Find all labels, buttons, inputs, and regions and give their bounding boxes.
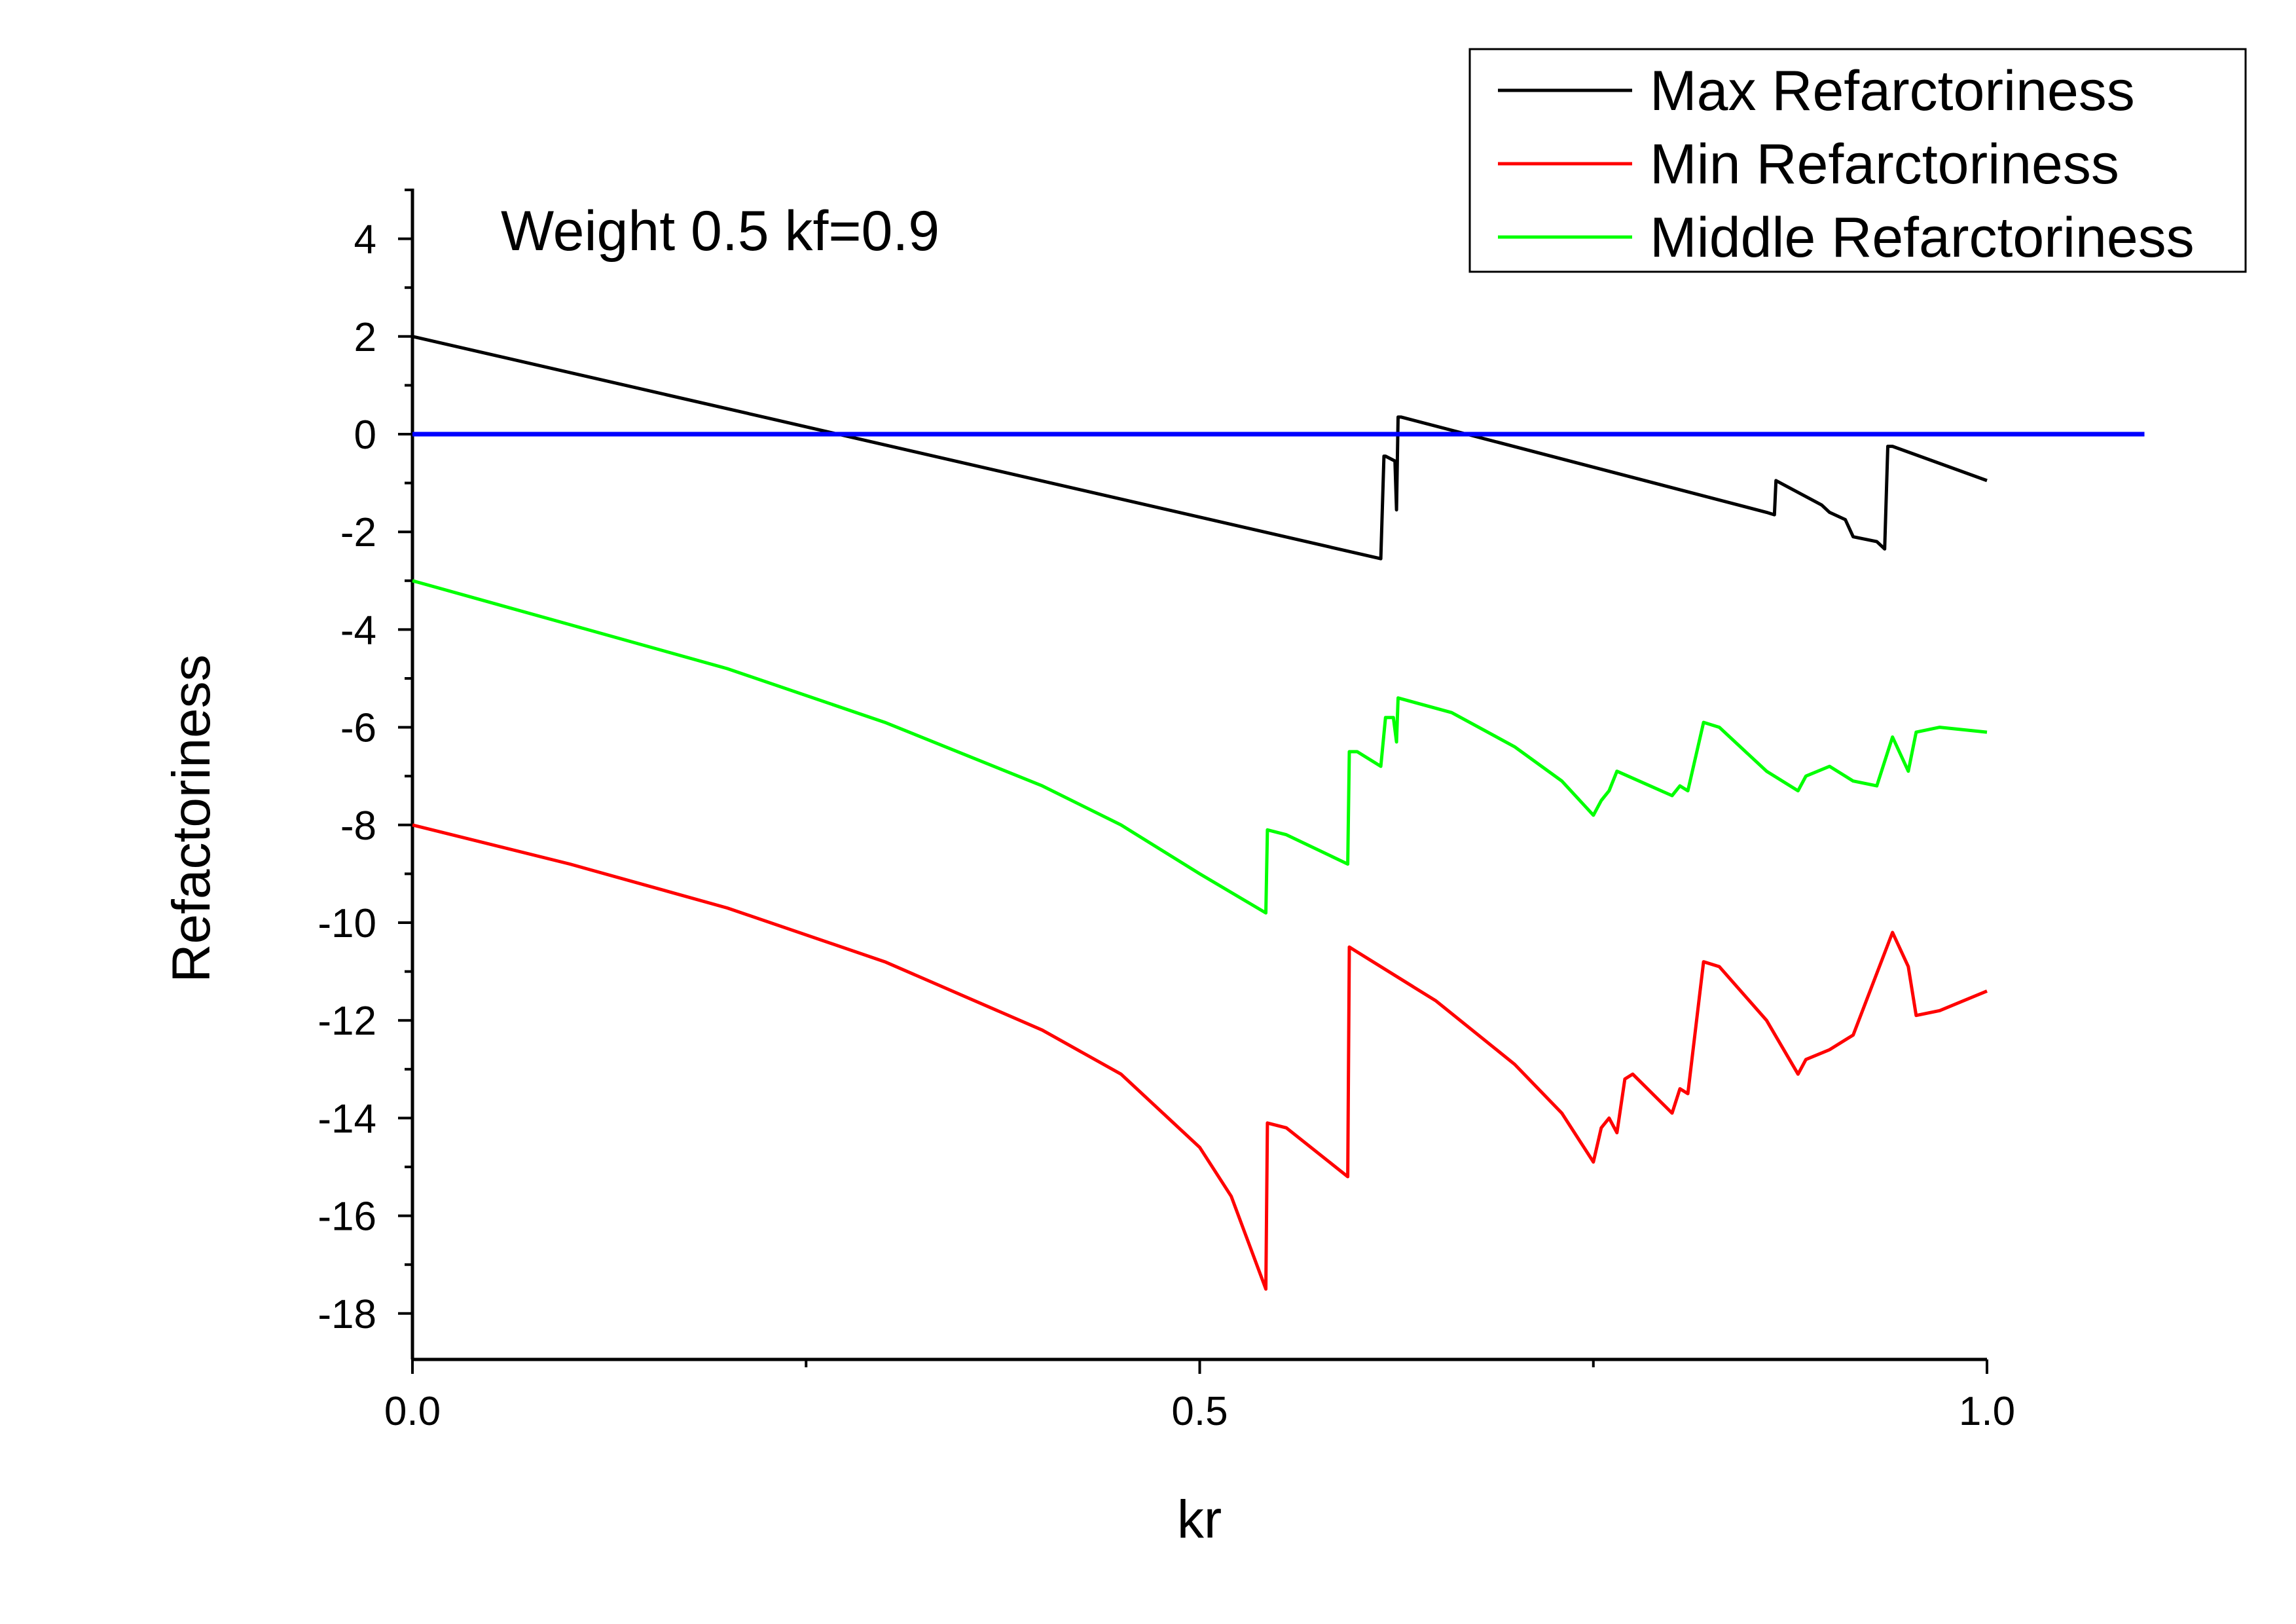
y-tick-label: -16 <box>318 1194 376 1240</box>
x-tick-label: 0.0 <box>384 1389 441 1434</box>
legend-label: Max Refarctoriness <box>1650 60 2135 122</box>
series-min-refarctoriness <box>412 823 1988 1291</box>
chart-annotation: Weight 0.5 kf=0.9 <box>501 200 939 263</box>
legend-item-min: Min Refarctoriness <box>1498 133 2119 196</box>
y-tick-label: -12 <box>318 999 376 1044</box>
x-tick-label: 0.5 <box>1171 1389 1228 1434</box>
series-middle-refarctoriness <box>412 579 1988 915</box>
x-axis-title: kr <box>1177 1490 1222 1549</box>
legend-label: Middle Refarctoriness <box>1650 206 2195 269</box>
y-tick-label: -2 <box>340 510 376 555</box>
legend-item-middle: Middle Refarctoriness <box>1498 206 2195 269</box>
legend-label: Min Refarctoriness <box>1650 133 2119 196</box>
y-tick-label: 4 <box>354 217 376 263</box>
y-tick-label: 2 <box>354 315 376 360</box>
y-tick-label: -10 <box>318 901 376 946</box>
x-tick-label: 1.0 <box>1959 1389 2015 1434</box>
y-tick-label: -18 <box>318 1292 376 1337</box>
legend: Max Refarctoriness Min Refarctoriness Midd… <box>1468 48 2247 273</box>
legend-item-max: Max Refarctoriness <box>1498 60 2135 122</box>
axes: 4 2 0 -2 -4 -6 -8 -10 -12 -14 -16 -18 0.0 0.5 1.0 <box>318 189 2015 1434</box>
plot-area <box>412 335 2145 1291</box>
series-max-refarctoriness <box>412 335 1988 561</box>
y-tick-label: -14 <box>318 1096 376 1141</box>
legend-box <box>1468 48 2247 273</box>
y-axis-title: Refactoriness <box>162 654 221 982</box>
y-tick-label: -4 <box>340 608 376 653</box>
y-tick-label: -6 <box>340 706 376 751</box>
y-tick-label: 0 <box>354 413 376 458</box>
y-tick-label: -8 <box>340 803 376 849</box>
